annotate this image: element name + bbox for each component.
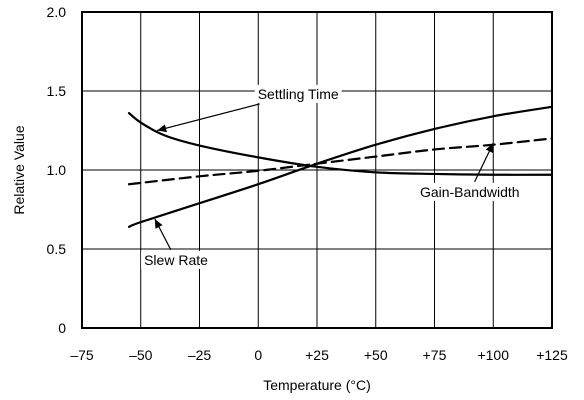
y-axis-ticks: 0 0.5 1.0 1.5 2.0	[47, 4, 67, 336]
x-tick-label: +50	[364, 347, 388, 363]
y-tick-label: 1.0	[47, 162, 67, 178]
x-axis-ticks: –75 –50 –25 0 +25 +50 +75 +100 +125	[70, 347, 568, 363]
x-tick-label: –50	[129, 347, 153, 363]
y-tick-label: 0.5	[47, 241, 67, 257]
series-line-slew-rate	[127, 105, 554, 228]
annotation-arrowhead	[154, 218, 163, 229]
annotation-arrowhead	[157, 124, 167, 133]
x-tick-label: –25	[188, 347, 212, 363]
x-tick-label: +125	[536, 347, 568, 363]
y-tick-label: 2.0	[47, 4, 67, 20]
series-lines	[127, 105, 554, 228]
grid-lines	[82, 12, 552, 328]
y-axis-title: Relative Value	[11, 125, 27, 214]
x-tick-label: +100	[477, 347, 509, 363]
annotation-leader	[157, 103, 260, 132]
series-line-gain-bandwidth	[127, 137, 554, 186]
annotation-label: Gain-Bandwidth	[420, 184, 520, 200]
annotation-arrowhead	[485, 143, 494, 153]
x-tick-label: +25	[305, 347, 329, 363]
series-line-settling-time	[127, 112, 554, 176]
annotation-label-bg	[141, 250, 211, 269]
x-tick-label: –75	[70, 347, 94, 363]
annotations: Settling Time Gain-Bandwidth Slew Rate	[141, 84, 523, 269]
annotation-label-bg	[254, 84, 342, 103]
x-tick-label: +75	[423, 347, 447, 363]
plot-frame	[81, 11, 553, 329]
y-tick-label: 1.5	[47, 83, 67, 99]
x-axis-title: Temperature (°C)	[263, 377, 371, 393]
x-tick-label: 0	[254, 347, 262, 363]
annotation-label: Slew Rate	[144, 252, 208, 268]
annotation-label: Settling Time	[258, 86, 339, 102]
y-tick-label: 0	[58, 320, 66, 336]
annotation-label-bg	[416, 182, 523, 201]
